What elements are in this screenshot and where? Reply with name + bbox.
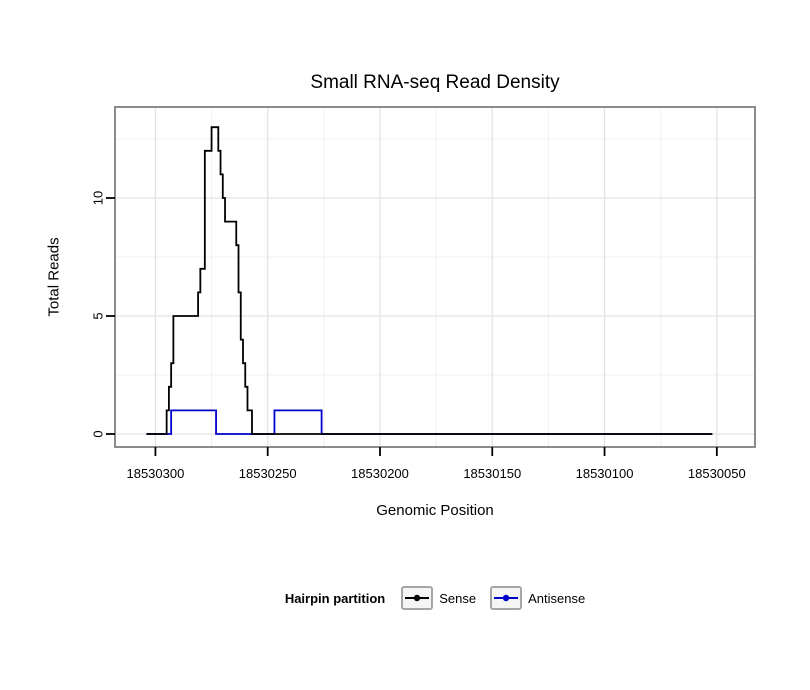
- y-tick-label: 5: [90, 312, 106, 320]
- x-tick-label: 18530150: [463, 466, 522, 481]
- legend-item-antisense: Antisense: [490, 586, 585, 610]
- x-tick-label: 18530300: [126, 466, 185, 481]
- x-tick-label: 18530100: [575, 466, 634, 481]
- y-axis-title: Total Reads: [45, 237, 63, 317]
- series-sense: [146, 126, 713, 435]
- y-tick-label: 10: [90, 190, 106, 206]
- legend-label-antisense: Antisense: [528, 590, 586, 606]
- legend-title: Hairpin partition: [284, 590, 386, 606]
- chart-title: Small RNA-seq Read Density: [310, 72, 560, 93]
- antisense-line-with-point-icon: [494, 594, 519, 602]
- legend-key-sense: [401, 586, 434, 610]
- series-antisense: [146, 409, 713, 435]
- x-tick-label: 18530250: [238, 466, 297, 481]
- y-tick-label: 0: [90, 430, 106, 438]
- sense-line-with-point-icon: [405, 594, 430, 602]
- x-tick-label: 18530050: [687, 466, 746, 481]
- legend-key-antisense: [490, 586, 523, 610]
- x-axis-title: Genomic Position: [376, 502, 494, 519]
- legend-item-sense: Sense: [401, 586, 476, 610]
- x-tick-label: 18530200: [351, 466, 409, 481]
- legend: Hairpin partition Sense Antisense: [60, 582, 810, 614]
- legend-label-sense: Sense: [439, 590, 477, 606]
